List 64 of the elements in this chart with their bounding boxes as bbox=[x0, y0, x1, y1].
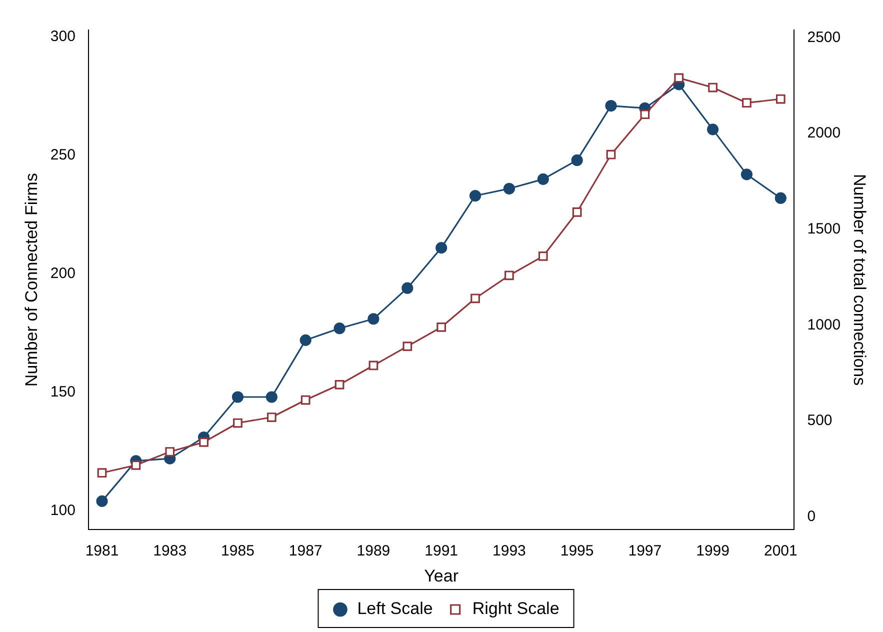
y2-tick-label: 1000 bbox=[807, 316, 841, 334]
point bbox=[436, 242, 448, 254]
legend-label: Right Scale bbox=[472, 599, 560, 618]
point bbox=[368, 313, 380, 325]
point bbox=[266, 412, 276, 422]
y-tick-label: 200 bbox=[50, 265, 76, 282]
point bbox=[572, 207, 582, 217]
x-tick-label: 1993 bbox=[492, 542, 526, 560]
point bbox=[232, 391, 244, 403]
x-tick-label: 1981 bbox=[85, 542, 119, 560]
point bbox=[199, 437, 208, 447]
x-tick-label: 2001 bbox=[764, 542, 798, 560]
point bbox=[538, 252, 548, 261]
y-tick-label: 300 bbox=[50, 28, 76, 46]
point bbox=[706, 124, 719, 136]
y-tick-label: 150 bbox=[50, 383, 76, 400]
y2-axis-title: Number of total connections bbox=[850, 174, 870, 386]
x-axis-title: Year bbox=[424, 566, 459, 586]
point bbox=[742, 98, 752, 108]
point bbox=[740, 168, 753, 180]
point bbox=[537, 173, 549, 185]
x-tick-label: 1997 bbox=[628, 542, 662, 560]
point bbox=[300, 334, 312, 346]
point bbox=[334, 380, 344, 390]
legend-label: Left Scale bbox=[357, 599, 433, 618]
point bbox=[300, 395, 310, 405]
point bbox=[334, 322, 346, 334]
point bbox=[605, 100, 617, 112]
x-tick-label: 1991 bbox=[424, 542, 458, 560]
x-tick-label: 1989 bbox=[356, 542, 390, 560]
y-tick-label: 100 bbox=[50, 502, 76, 519]
point bbox=[774, 192, 786, 204]
point bbox=[233, 418, 242, 428]
y2-tick-label: 0 bbox=[807, 508, 816, 526]
x-tick-label: 1987 bbox=[288, 542, 322, 560]
point bbox=[266, 391, 278, 403]
point bbox=[436, 322, 446, 332]
y-tick-label: 250 bbox=[50, 146, 76, 164]
point bbox=[640, 110, 650, 120]
point bbox=[503, 182, 515, 194]
point bbox=[165, 447, 175, 456]
x-tick-label: 1995 bbox=[560, 542, 594, 560]
point bbox=[571, 154, 583, 166]
point bbox=[776, 94, 786, 104]
y-axis-title: Number of Connected Firms bbox=[22, 173, 41, 387]
point bbox=[402, 282, 414, 294]
x-tick-label: 1999 bbox=[696, 542, 730, 560]
point bbox=[97, 468, 107, 478]
point bbox=[96, 495, 108, 507]
point bbox=[131, 460, 141, 470]
y2-tick-label: 1500 bbox=[807, 220, 841, 238]
x-tick-label: 1985 bbox=[221, 542, 254, 560]
point bbox=[504, 270, 514, 280]
y2-tick-label: 2500 bbox=[807, 28, 841, 46]
point bbox=[470, 294, 480, 304]
point bbox=[402, 342, 412, 352]
y2-tick-label: 2000 bbox=[807, 124, 841, 142]
point bbox=[708, 82, 718, 92]
y2-tick-label: 500 bbox=[807, 412, 832, 430]
point bbox=[368, 360, 378, 370]
x-tick-label: 1983 bbox=[153, 542, 187, 560]
point bbox=[469, 190, 482, 202]
point bbox=[606, 150, 616, 160]
point bbox=[674, 73, 684, 83]
